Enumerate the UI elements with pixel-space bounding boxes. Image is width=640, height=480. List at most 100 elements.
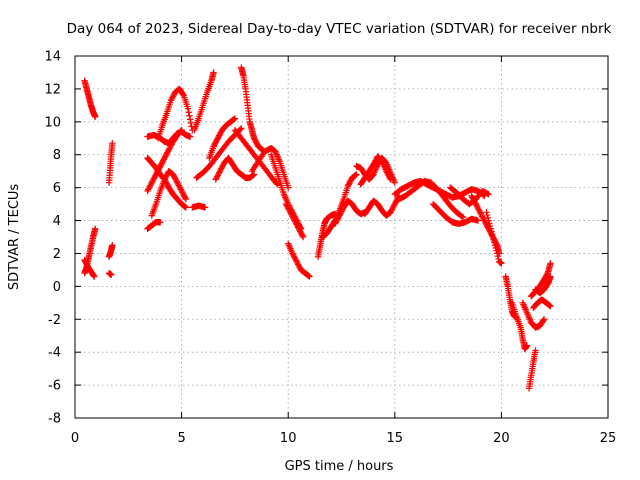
data-point [152,171,160,178]
data-point [390,203,397,211]
data-point [489,233,497,241]
data-series-seg-al [519,299,548,331]
data-point [336,212,343,219]
data-point [157,161,165,169]
data-point [498,260,505,267]
data-point [297,229,305,237]
y-tick-label: 10 [44,115,61,130]
data-point [163,150,170,158]
x-tick-label: 20 [493,431,510,446]
data-point [385,173,393,180]
data-point [149,176,157,184]
data-point [492,244,499,252]
data-point [181,193,188,200]
y-tick-label: 4 [53,214,61,229]
chart-title: Day 064 of 2023, Sidereal Day-to-day VTE… [67,21,612,37]
data-point [294,222,301,230]
data-series-seg-j [144,126,185,195]
data-point [478,211,485,219]
data-series-seg-d [105,140,116,186]
data-point [187,119,195,127]
data-point [253,139,260,146]
data-point [488,231,496,238]
data-point [109,140,116,147]
data-point [201,204,209,211]
data-point [215,170,222,178]
data-point [471,199,479,206]
data-point [253,140,261,147]
data-series-seg-t [248,144,292,191]
data-point [290,252,298,260]
data-point [170,172,177,180]
data-point [182,204,190,211]
data-series-seg-m [189,202,209,211]
data-point [159,157,167,164]
data-point [291,254,298,261]
data-point [387,176,394,183]
data-point [165,146,173,153]
data-point [161,176,168,183]
data-point [299,233,307,241]
data-point [180,191,187,199]
data-point [286,207,293,215]
data-point [145,184,153,192]
data-point [162,173,170,180]
data-point [210,69,217,76]
data-point [178,187,185,195]
data-point [476,207,483,215]
data-series-seg-g [144,218,164,232]
data-point [176,183,183,191]
data-point [459,214,467,221]
data-series-seg-y [319,171,360,241]
data-point [186,112,193,119]
data-point [160,156,168,163]
y-tick-label: -4 [48,346,61,361]
data-point [157,218,164,226]
data-point [212,176,219,183]
data-series-seg-o [193,125,245,181]
data-point [470,196,477,204]
data-point [216,169,223,176]
data-point [175,182,182,189]
data-point [543,271,551,278]
data-point [287,210,295,217]
data-point [475,206,482,213]
data-point [181,194,189,201]
data-series-seg-k [148,167,190,219]
data-point [159,158,166,166]
y-tick-label: 12 [44,82,61,97]
data-point [162,152,170,159]
data-point [176,184,184,192]
y-tick-label: 8 [53,148,61,163]
axis-ticks: 0 5 10 15 20 25 -8 -6 -4 -2 0 2 4 6 8 10 12 14 [44,50,616,447]
data-point [149,178,156,185]
data-point [391,200,398,208]
data-point [173,178,180,185]
data-point [154,167,162,174]
data-point [540,317,547,324]
data-point [179,190,187,197]
data-point [294,224,302,231]
data-series-seg-s [231,126,281,188]
data-point [172,176,180,184]
data-point [473,202,480,209]
data-point [157,163,164,170]
data-point [544,269,551,277]
data-point [339,206,346,214]
y-tick-label: 2 [53,247,61,262]
data-series-seg-a [81,77,99,121]
x-axis-label: GPS time / hours [285,459,394,474]
data-point [155,165,163,173]
data-point [388,206,396,213]
data-point [486,222,494,230]
data-point [167,97,175,104]
data-point [292,218,299,226]
data-point [218,163,226,171]
data-point [217,129,224,136]
y-axis-label: SDTVAR / TECUs [7,184,22,291]
data-point [483,211,491,219]
data-point [289,250,296,257]
data-point [347,177,354,184]
data-point [216,132,223,139]
data-point [250,171,258,178]
